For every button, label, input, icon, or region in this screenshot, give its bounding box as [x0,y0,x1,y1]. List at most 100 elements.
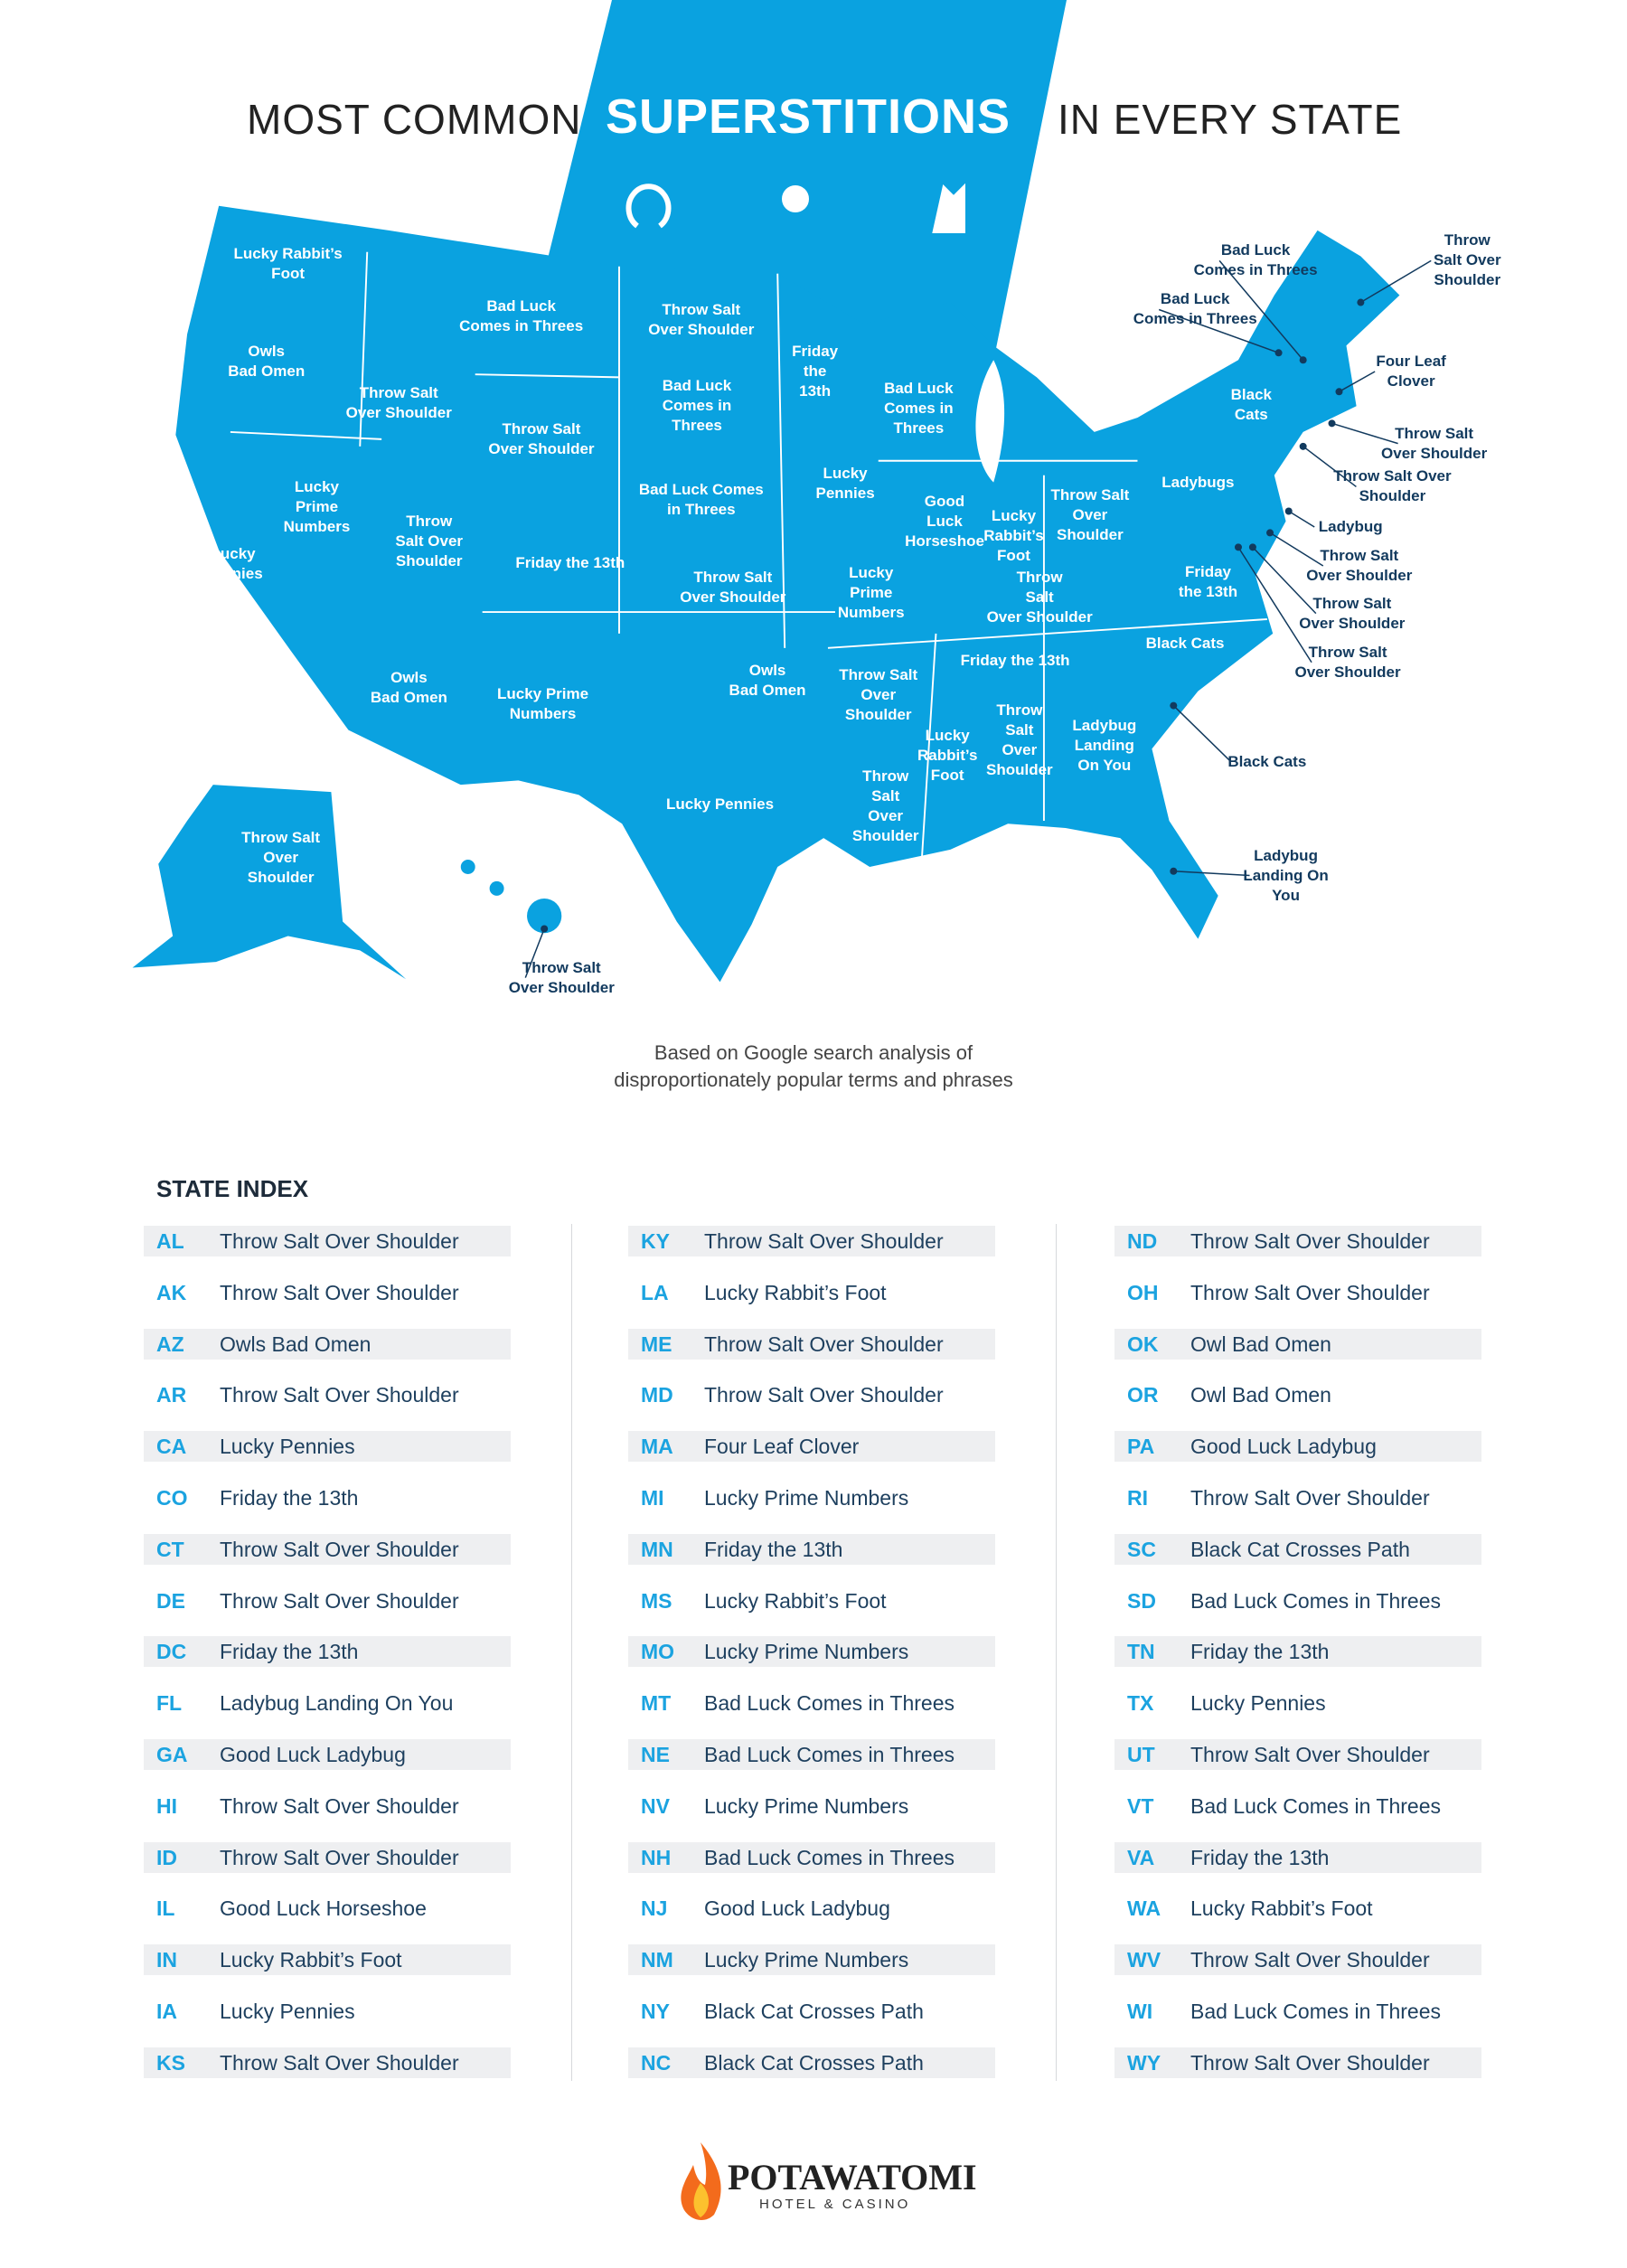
state-superstition: Black Cat Crosses Path [704,2000,924,2023]
map-label: Throw Salt Over Shoulder [1381,424,1488,462]
index-title: STATE INDEX [156,1175,309,1202]
callout-dot [1335,388,1343,396]
logo-name: POTAWATOMI [728,2157,977,2197]
index-row: WI Bad Luck Comes in Threes [1114,1996,1481,2027]
index-row: ME Throw Salt Over Shoulder [628,1328,995,1360]
map-label: Owls Bad Omen [729,662,806,700]
index-row: MI Lucky Prime Numbers [628,1482,995,1513]
index-row: VA Friday the 13th [1114,1841,1481,1873]
state-abbr: CT [156,1537,184,1561]
map-label: Friday the 13th [960,652,1070,670]
index-row: NH Bad Luck Comes in Threes [628,1841,995,1873]
map-label: Throw Salt Over Shoulder [241,829,321,887]
state-abbr: NV [641,1793,670,1818]
state-abbr: NY [641,2000,670,2023]
callout-line [1303,446,1357,488]
state-abbr: PA [1127,1435,1155,1459]
us-map [132,205,1400,983]
state-abbr: LA [641,1280,669,1304]
state-abbr: MO [641,1640,675,1664]
map-label: Lucky Prime Numbers [1106,343,1174,401]
state-superstition: Throw Salt Over Shoulder [220,2050,459,2075]
callouts [524,259,1432,978]
index-row: GA Good Luck Ladybug [144,1739,511,1770]
map-label: Lucky Prime Numbers [283,477,351,535]
callout-line [1252,546,1317,615]
index-row: ND Throw Salt Over Shoulder [1114,1226,1481,1256]
clover-icon [782,185,809,212]
callout-line [524,928,545,978]
state-abbr: OR [1127,1383,1159,1407]
state-superstition: Throw Salt Over Shoulder [1190,2050,1430,2075]
state-abbr: AL [156,1229,184,1253]
state-superstition: Owl Bad Omen [1190,1383,1331,1407]
state-superstition: Throw Salt Over Shoulder [1190,1280,1430,1304]
state-abbr: AK [156,1280,187,1304]
state-superstition: Throw Salt Over Shoulder [220,1537,459,1561]
state-superstition: Bad Luck Comes in Threes [1190,1588,1441,1613]
map-label: Bad Luck Comes in Threes [1193,241,1318,279]
index-row: AR Throw Salt Over Shoulder [144,1379,511,1410]
callout-line [1173,870,1250,877]
map-label: Lucky Pennies [815,465,875,503]
index-row: VT Bad Luck Comes in Threes [1114,1791,1481,1821]
index-row: UT Throw Salt Over Shoulder [1114,1739,1481,1770]
index-row: MD Throw Salt Over Shoulder [628,1379,995,1410]
index-row: TX Lucky Pennies [1114,1688,1481,1718]
state-abbr: OK [1127,1332,1159,1356]
state-superstition: Throw Salt Over Shoulder [220,1383,459,1407]
state-abbr: AZ [156,1332,184,1356]
state-superstition: Throw Salt Over Shoulder [1190,1229,1430,1253]
index-row: CT Throw Salt Over Shoulder [144,1533,511,1565]
state-abbr: ME [641,1332,672,1356]
state-superstition: Bad Luck Comes in Threes [1190,1793,1441,1818]
callout-line [1331,422,1398,445]
index-row: WY Throw Salt Over Shoulder [1114,2047,1481,2078]
index-row: HI Throw Salt Over Shoulder [144,1791,511,1821]
state-abbr: UT [1127,1743,1155,1766]
state-abbr: NC [641,2050,672,2075]
hawaii [460,860,475,874]
map-label: Ladybug [1318,518,1383,536]
state-abbr: FL [156,1691,183,1716]
map-label: Good Luck Horseshoe [905,492,984,550]
callout-dot [1234,543,1242,551]
flame [681,2142,721,2221]
map-label: Bad Luck Comes in Threes [459,297,584,335]
state-superstition: Lucky Rabbit’s Foot [1190,1896,1373,1921]
state-abbr: SC [1127,1537,1156,1561]
state-abbr: ID [156,1845,177,1869]
map-label: Owls Bad Omen [228,342,306,380]
index-row: SD Bad Luck Comes in Threes [1114,1586,1481,1616]
state-abbr: MN [641,1537,673,1561]
map-label: Throw Salt Over Shoulder [839,666,918,724]
callout-line [1158,308,1279,353]
index-row: FL Ladybug Landing On You [144,1688,511,1718]
state-abbr: NM [641,1948,673,1972]
index-row: NY Black Cat Crosses Path [628,1996,995,2027]
title-highlight: SUPERSTITIONS [606,89,1011,144]
state-superstition: Throw Salt Over Shoulder [1190,1743,1430,1766]
map-label: Friday the 13th [1178,562,1238,600]
icons [625,183,965,233]
state-abbr: MA [641,1435,673,1459]
state-superstition: Throw Salt Over Shoulder [704,1332,944,1356]
index-row: MT Bad Luck Comes in Threes [628,1688,995,1718]
divider [571,1224,572,2081]
map [132,0,1432,983]
state-superstition: Good Luck Ladybug [1190,1435,1377,1459]
map-label: Lucky Pennies [665,795,775,814]
state-abbr: MT [641,1691,672,1716]
lake [975,360,1005,483]
callout-line [1237,546,1312,663]
map-label: Throw Salt Over Shoulder [488,419,595,457]
state-abbr: CO [156,1486,188,1510]
state-abbr: WI [1127,2000,1153,2023]
state-superstition: Owl Bad Omen [1190,1332,1331,1356]
state-superstition: Lucky Prime Numbers [704,1486,909,1510]
state-abbr: NJ [641,1896,668,1921]
index-row: MN Friday the 13th [628,1533,995,1565]
map-label: Throw Salt Over Shoulder [1306,547,1413,585]
index-row: AZ Owls Bad Omen [144,1328,511,1360]
state-abbr: IA [156,2000,177,2023]
